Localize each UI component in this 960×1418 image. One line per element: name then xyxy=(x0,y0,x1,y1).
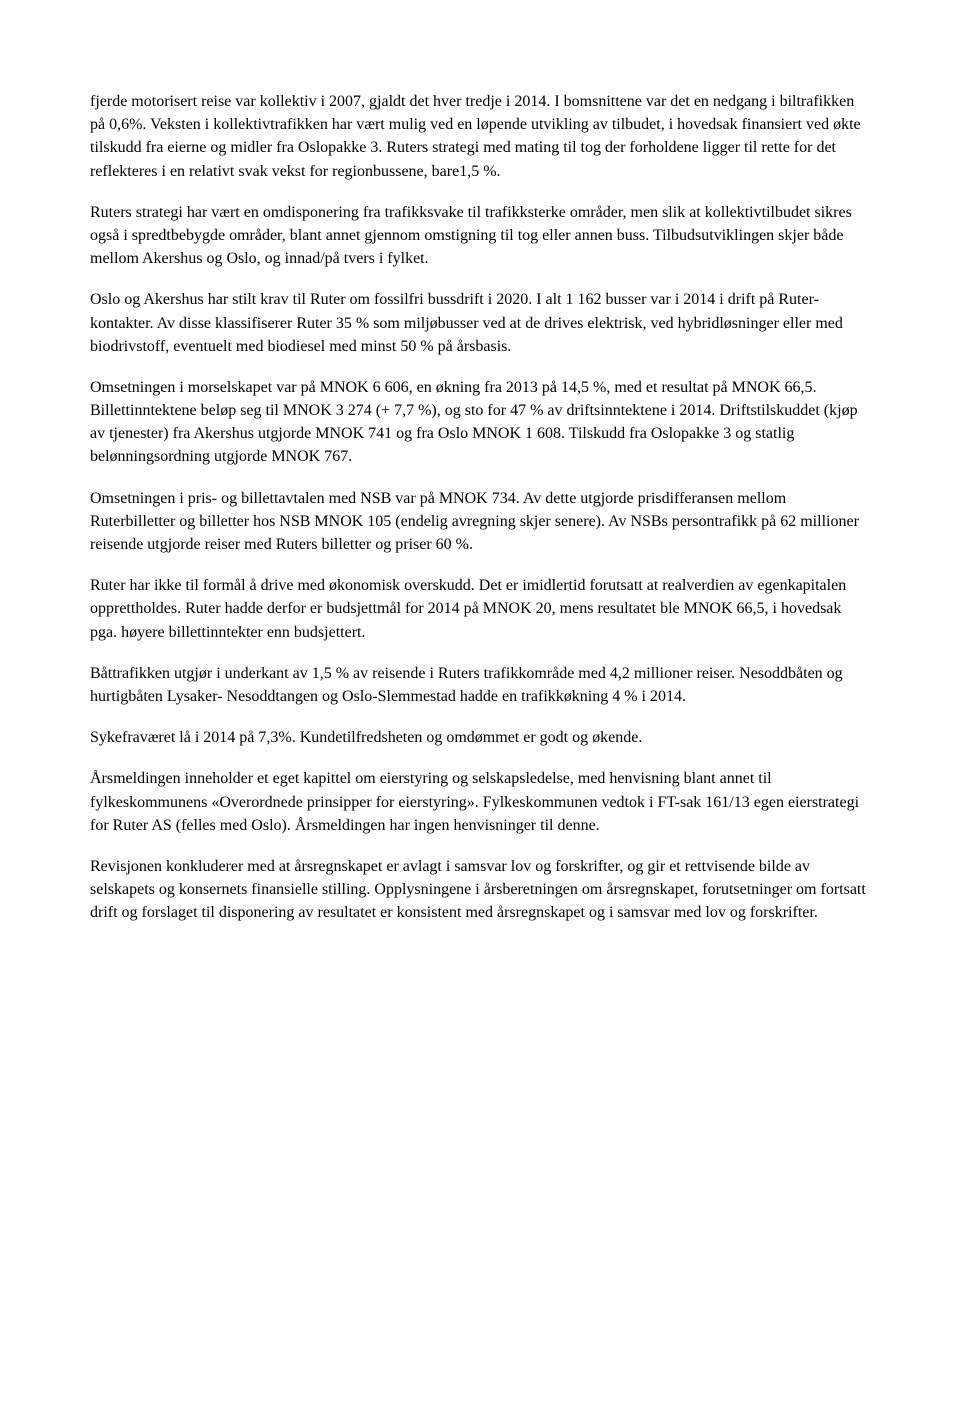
paragraph: Oslo og Akershus har stilt krav til Rute… xyxy=(90,288,870,358)
paragraph: Ruter har ikke til formål å drive med øk… xyxy=(90,574,870,644)
paragraph: Ruters strategi har vært en omdisponerin… xyxy=(90,201,870,271)
paragraph: Revisjonen konkluderer med at årsregnska… xyxy=(90,855,870,925)
paragraph: Sykefraværet lå i 2014 på 7,3%. Kundetil… xyxy=(90,726,870,749)
paragraph: Omsetningen i pris- og billettavtalen me… xyxy=(90,487,870,557)
paragraph: fjerde motorisert reise var kollektiv i … xyxy=(90,90,870,183)
paragraph: Årsmeldingen inneholder et eget kapittel… xyxy=(90,767,870,837)
paragraph: Omsetningen i morselskapet var på MNOK 6… xyxy=(90,376,870,469)
paragraph: Båttrafikken utgjør i underkant av 1,5 %… xyxy=(90,662,870,708)
